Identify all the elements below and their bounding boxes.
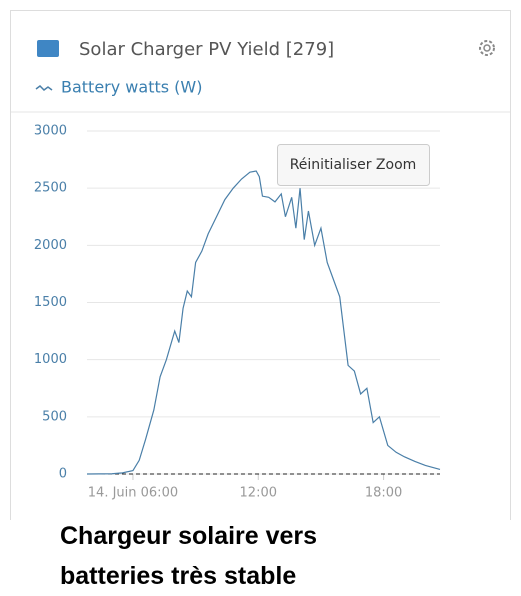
settings-icon[interactable]	[479, 40, 495, 56]
panel	[10, 10, 511, 520]
reset-zoom-label[interactable]: Réinitialiser Zoom	[290, 157, 417, 173]
caption: Chargeur solaire vers batteries très sta…	[60, 522, 318, 590]
legend-label[interactable]: Battery watts (W)	[61, 78, 202, 97]
y-tick-label: 1500	[34, 295, 67, 310]
x-tick-label: 14. Juin 06:00	[88, 486, 178, 501]
legend-icon	[35, 85, 53, 91]
chart-title: Solar Charger PV Yield [279]	[79, 39, 334, 60]
y-tick-label: 3000	[34, 124, 67, 139]
reset-zoom-button[interactable]	[277, 144, 430, 186]
widget: Solar Charger PV Yield [279] Battery wat…	[10, 10, 511, 520]
y-tick-label: 2500	[34, 181, 67, 196]
settings-icon-center	[483, 44, 491, 52]
y-tick-label: 500	[42, 409, 67, 424]
y-tick-label: 2000	[34, 238, 67, 253]
x-tick-label: 12:00	[240, 486, 277, 501]
y-tick-label: 1000	[34, 352, 67, 367]
x-tick-label: 18:00	[365, 486, 402, 501]
y-tick-label: 0	[59, 467, 67, 482]
series-line	[86, 170, 441, 475]
device-icon	[37, 40, 59, 57]
